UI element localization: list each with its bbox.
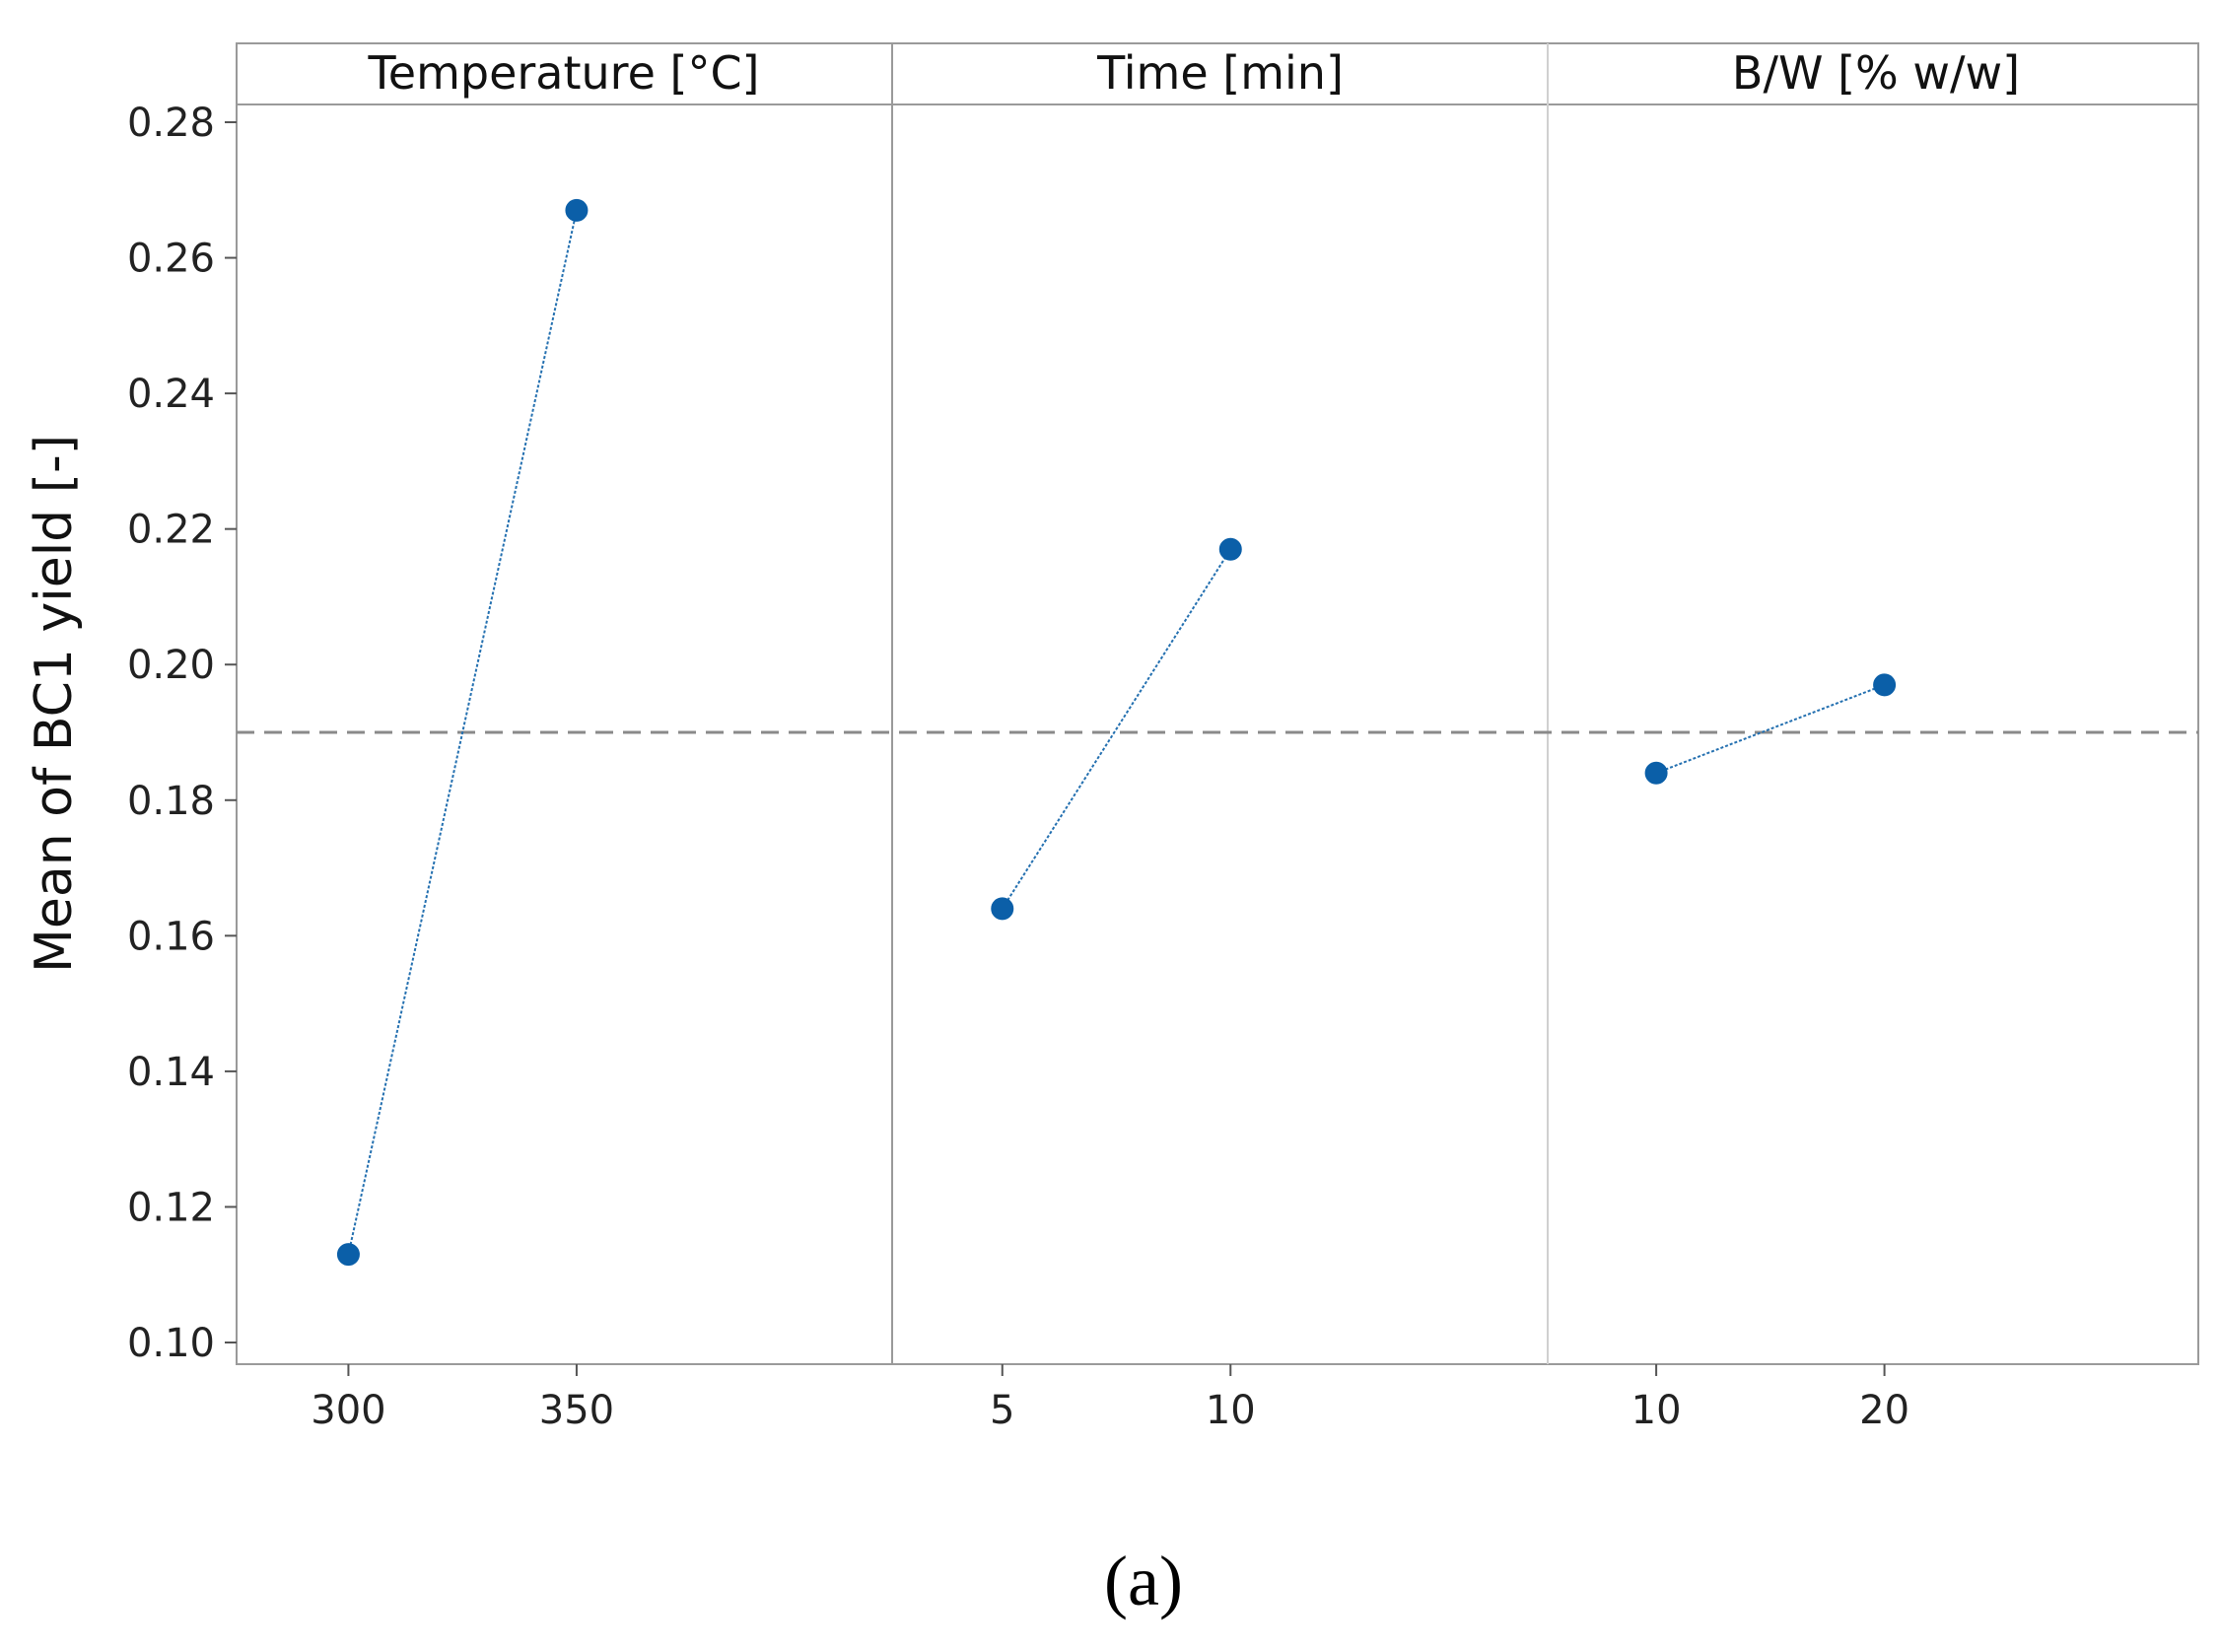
panel-title-bw: B/W [% w/w] xyxy=(1732,46,2020,100)
y-axis-title: Mean of BC1 yield [-] xyxy=(25,435,84,973)
y-tick-label: 0.18 xyxy=(127,779,215,824)
plot-frame xyxy=(236,42,2199,1365)
y-tick-label: 0.28 xyxy=(127,101,215,146)
y-tick-label: 0.10 xyxy=(127,1321,215,1366)
data-point xyxy=(565,198,589,222)
y-tick-label: 0.24 xyxy=(127,372,215,417)
x-tick-label: 10 xyxy=(1206,1388,1256,1433)
data-point xyxy=(1873,673,1897,697)
y-tick-label: 0.26 xyxy=(127,237,215,282)
data-point xyxy=(991,897,1014,921)
y-tick-label: 0.22 xyxy=(127,508,215,553)
y-tick-label: 0.16 xyxy=(127,914,215,959)
x-tick-label: 20 xyxy=(1859,1388,1909,1433)
data-point xyxy=(1218,537,1242,561)
y-tick-label: 0.20 xyxy=(127,643,215,688)
series-line-panel-3 xyxy=(1655,683,1885,775)
x-axis-ticks: 300 350 5 10 10 20 xyxy=(311,1364,1909,1433)
data-point xyxy=(1644,761,1668,785)
y-axis-ticks: 0.10 0.12 0.14 0.16 0.18 0.20 0.22 0.24 0.26 0.28 xyxy=(127,101,237,1366)
series-line-panel-1 xyxy=(347,210,578,1255)
panel-title-time: Time [min] xyxy=(1096,46,1344,100)
figure-caption: (a) xyxy=(1104,1542,1183,1620)
y-tick-label: 0.12 xyxy=(127,1185,215,1230)
y-tick-label: 0.14 xyxy=(127,1050,215,1095)
x-tick-label: 5 xyxy=(990,1388,1014,1433)
x-tick-label: 350 xyxy=(539,1388,614,1433)
x-tick-label: 10 xyxy=(1631,1388,1682,1433)
data-point xyxy=(336,1243,360,1267)
series-line-panel-2 xyxy=(1001,548,1232,910)
series-group xyxy=(336,198,1897,1267)
x-tick-label: 300 xyxy=(311,1388,385,1433)
panel-title-temperature: Temperature [°C] xyxy=(367,46,759,100)
